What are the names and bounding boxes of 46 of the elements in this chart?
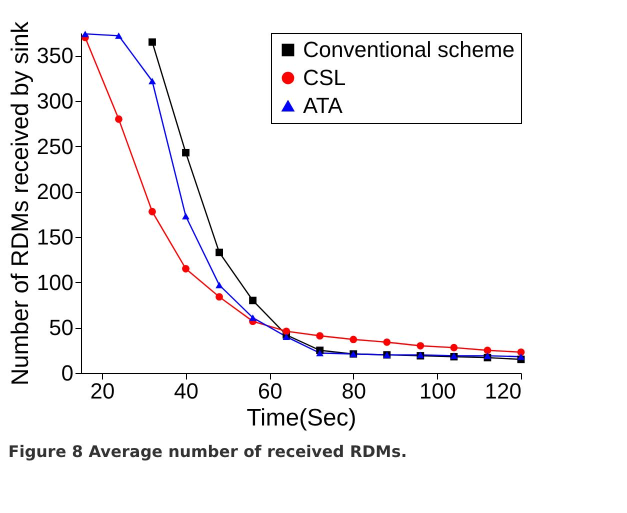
x-tick-label: 120 [484,378,522,404]
y-axis-title: Number of RDMs received by sink [6,20,34,386]
point [216,248,223,256]
point [216,293,223,301]
point [249,314,257,321]
y-tick-label: 200 [36,179,74,204]
y-tick-label: 100 [36,270,74,295]
x-tick-label: 100 [419,378,456,404]
x-tick-label: 60 [258,378,282,404]
point [282,334,290,340]
point [282,328,290,335]
point [484,346,492,354]
point [350,336,358,344]
y-tick-label: 50 [49,315,74,340]
point [148,208,156,216]
point [115,32,122,39]
point [148,78,156,84]
point [484,352,492,359]
legend-label: Conventional scheme [303,37,515,62]
y-tick-label: 150 [36,224,74,250]
caption: Figure 8 Average number of received RDMs. [8,442,407,461]
point [182,265,190,272]
y-tick-label: 300 [36,88,74,114]
y-tick-label: 250 [36,134,74,159]
point [316,350,324,356]
x-tick-label: 40 [174,378,199,404]
point [383,338,391,346]
point [517,353,525,360]
x-tick-label: 20 [90,378,115,404]
point [517,348,525,356]
point [81,30,89,38]
legend-label: ATA [303,93,343,118]
point [182,212,190,220]
legend-label: CSL [303,65,346,90]
point [182,148,190,156]
y-tick-label: 0 [61,360,74,386]
point [316,332,324,340]
point [115,115,122,123]
point [148,38,156,46]
x-axis-title: Time(Sec) [246,404,356,432]
x-tick-label: 80 [342,378,366,404]
point [416,342,424,350]
point [249,296,257,304]
y-tick-label: 350 [36,43,74,68]
point [450,344,458,352]
point [216,282,223,288]
